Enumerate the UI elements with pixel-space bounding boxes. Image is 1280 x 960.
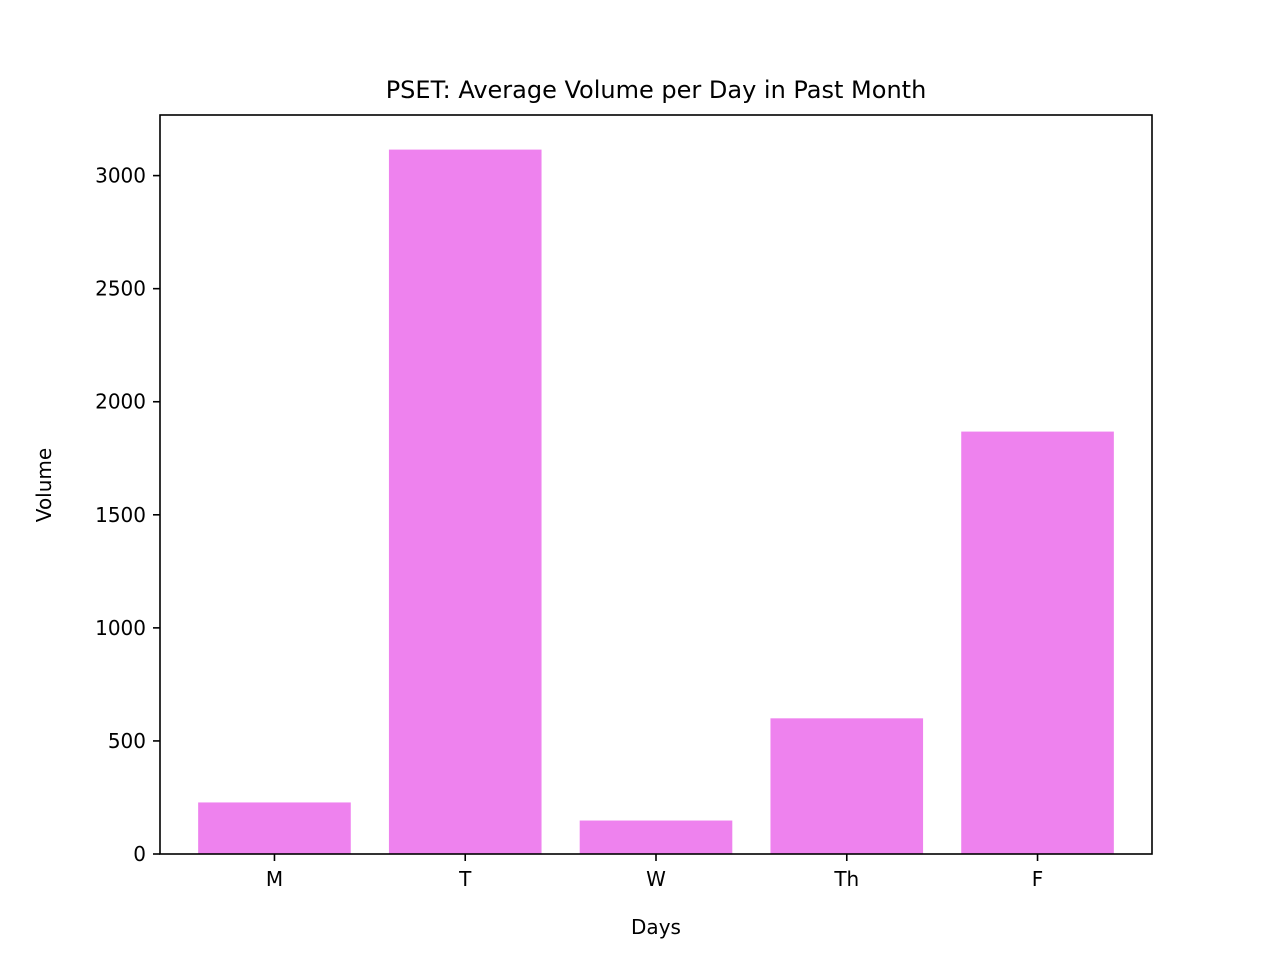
y-tick-label: 500 <box>108 729 146 753</box>
y-axis-label: Volume <box>32 448 56 522</box>
bar-t <box>388 149 542 855</box>
y-tick-label: 0 <box>133 842 146 866</box>
y-tick-label: 1000 <box>95 616 146 640</box>
y-axis-ticks: 0 500 1000 1500 2000 2500 3000 <box>95 164 160 866</box>
chart-title: PSET: Average Volume per Day in Past Mon… <box>386 76 927 104</box>
x-axis-label: Days <box>631 915 681 939</box>
bar-m <box>198 802 351 854</box>
x-tick-label: Th <box>833 867 859 891</box>
y-tick-label: 2500 <box>95 277 146 301</box>
x-tick-label: F <box>1032 867 1044 891</box>
bar-th <box>770 718 924 854</box>
bar-w <box>579 820 733 854</box>
bar-f <box>961 431 1114 854</box>
x-tick-label: T <box>458 867 472 891</box>
x-tick-label: M <box>266 867 283 891</box>
x-tick-label: W <box>646 867 666 891</box>
x-axis-ticks: M T W Th F <box>266 854 1043 891</box>
bars-group <box>198 149 1114 855</box>
y-tick-label: 2000 <box>95 390 146 414</box>
y-tick-label: 3000 <box>95 164 146 188</box>
plot-frame <box>159 114 1153 855</box>
y-tick-label: 1500 <box>95 503 146 527</box>
